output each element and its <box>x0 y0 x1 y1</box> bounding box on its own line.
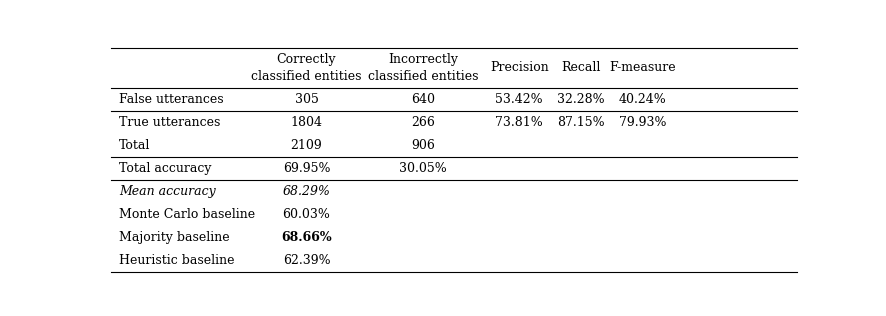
Text: Mean accuracy: Mean accuracy <box>119 185 215 198</box>
Text: 30.05%: 30.05% <box>400 162 447 175</box>
Text: Monte Carlo baseline: Monte Carlo baseline <box>119 208 255 221</box>
Text: True utterances: True utterances <box>119 116 221 129</box>
Text: 68.29%: 68.29% <box>283 185 330 198</box>
Text: Correctly
classified entities: Correctly classified entities <box>252 53 361 83</box>
Text: 266: 266 <box>411 116 435 129</box>
Text: Total accuracy: Total accuracy <box>119 162 212 175</box>
Text: Majority baseline: Majority baseline <box>119 231 229 244</box>
Text: Total: Total <box>119 139 151 152</box>
Text: Incorrectly
classified entities: Incorrectly classified entities <box>368 53 478 83</box>
Text: 73.81%: 73.81% <box>495 116 543 129</box>
Text: 1804: 1804 <box>291 116 323 129</box>
Text: False utterances: False utterances <box>119 93 223 106</box>
Text: 68.66%: 68.66% <box>281 231 331 244</box>
Text: Heuristic baseline: Heuristic baseline <box>119 253 235 266</box>
Text: 60.03%: 60.03% <box>283 208 330 221</box>
Text: 2109: 2109 <box>291 139 323 152</box>
Text: Precision: Precision <box>490 61 548 74</box>
Text: 69.95%: 69.95% <box>283 162 330 175</box>
Text: 906: 906 <box>411 139 435 152</box>
Text: 62.39%: 62.39% <box>283 253 330 266</box>
Text: 40.24%: 40.24% <box>619 93 667 106</box>
Text: F-measure: F-measure <box>610 61 676 74</box>
Text: 640: 640 <box>411 93 435 106</box>
Text: 305: 305 <box>294 93 318 106</box>
Text: 87.15%: 87.15% <box>557 116 605 129</box>
Text: 32.28%: 32.28% <box>557 93 605 106</box>
Text: Recall: Recall <box>562 61 601 74</box>
Text: 79.93%: 79.93% <box>619 116 666 129</box>
Text: 53.42%: 53.42% <box>495 93 543 106</box>
